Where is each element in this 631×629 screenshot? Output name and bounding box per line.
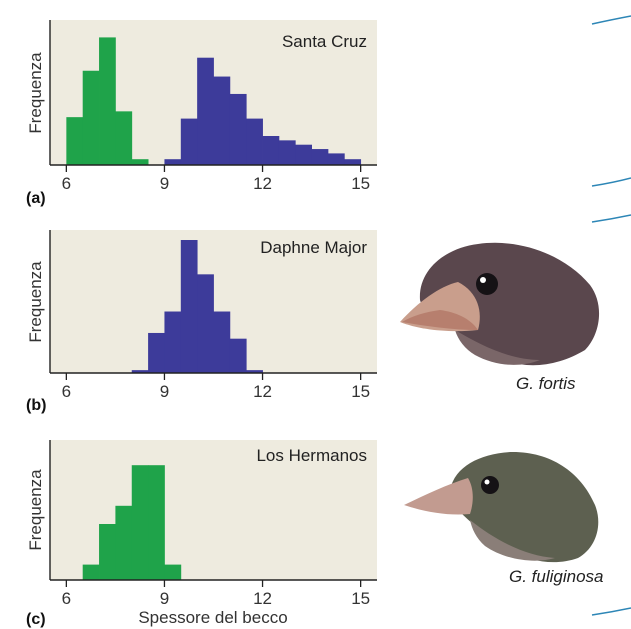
panel-label: (b) xyxy=(26,397,46,414)
x-tick-label: 12 xyxy=(253,589,272,608)
bird-throat xyxy=(470,520,555,561)
histogram-bar xyxy=(213,76,231,165)
x-axis-label: Spessore del becco xyxy=(138,608,287,627)
panel-title: Los Hermanos xyxy=(256,446,367,465)
x-tick-label: 15 xyxy=(351,174,370,193)
bird-illustration-fortis: G. fortis xyxy=(400,242,600,393)
histogram-bar xyxy=(82,70,100,165)
species-caption: G. fuliginosa xyxy=(509,567,604,586)
x-tick-label: 12 xyxy=(253,174,272,193)
histogram-bar xyxy=(246,118,263,165)
bird-head xyxy=(419,242,600,366)
histogram-bar xyxy=(180,240,198,373)
histogram-bar xyxy=(164,159,182,165)
x-tick-label: 6 xyxy=(62,174,71,193)
histogram-bar xyxy=(99,37,116,165)
panel-santa-cruz: 6 9 12 15 Santa Cruz Frequenza (a) xyxy=(26,20,377,207)
panel-title: Santa Cruz xyxy=(282,32,367,51)
histogram-bars xyxy=(82,465,182,580)
histogram-bar xyxy=(115,505,133,580)
y-axis-label: Frequenza xyxy=(26,469,45,551)
bracket-line-1 xyxy=(591,15,631,25)
bird-eye xyxy=(476,273,498,295)
x-tick-label: 6 xyxy=(62,589,71,608)
x-axis-ticks: 6 9 12 15 xyxy=(62,373,370,401)
panel-daphne-major: 6 9 12 15 Daphne Major Frequenza (b) xyxy=(26,230,377,414)
bracket-line-2 xyxy=(591,177,631,187)
histogram-bar xyxy=(180,118,198,165)
histogram-bar xyxy=(344,159,362,165)
bracket-line-4 xyxy=(591,607,631,616)
histogram-bars xyxy=(66,37,362,166)
histogram-bar xyxy=(66,117,84,165)
histogram-bar xyxy=(327,153,345,165)
x-tick-label: 9 xyxy=(160,589,169,608)
panel-label: (a) xyxy=(26,190,46,207)
panel-title: Daphne Major xyxy=(260,238,367,257)
species-caption: G. fortis xyxy=(516,374,576,393)
histogram-bar xyxy=(213,311,231,373)
y-axis-label: Frequenza xyxy=(26,261,45,343)
bird-illustration-fuliginosa: G. fuliginosa xyxy=(404,451,604,586)
y-axis-label: Frequenza xyxy=(26,52,45,134)
histogram-bar xyxy=(82,564,100,580)
histogram-bar xyxy=(197,274,214,373)
histogram-bars xyxy=(131,240,263,373)
bird-beak xyxy=(404,478,473,515)
x-tick-label: 12 xyxy=(253,382,272,401)
histogram-bar xyxy=(229,338,247,373)
histogram-bar xyxy=(148,465,165,580)
bird-beak-shadow xyxy=(402,310,478,330)
histogram-bar xyxy=(262,136,280,165)
histogram-bar xyxy=(295,144,312,165)
histogram-bar xyxy=(246,370,263,373)
histogram-bar xyxy=(131,465,149,580)
margin-brackets xyxy=(591,15,631,616)
histogram-bar xyxy=(148,332,165,373)
x-tick-label: 6 xyxy=(62,382,71,401)
bird-eye-highlight xyxy=(484,479,490,485)
x-tick-label: 15 xyxy=(351,589,370,608)
histogram-bar xyxy=(278,140,296,165)
x-tick-label: 9 xyxy=(160,382,169,401)
bird-eye xyxy=(481,476,499,494)
histogram-bar xyxy=(115,111,133,165)
x-axis-ticks: 6 9 12 15 xyxy=(62,580,370,608)
histogram-bar xyxy=(164,311,182,373)
panel-los-hermanos: 6 9 12 15 Los Hermanos Frequenza (c) Spesso… xyxy=(26,440,377,628)
x-tick-label: 9 xyxy=(160,174,169,193)
panel-label: (c) xyxy=(26,611,46,628)
histogram-bar xyxy=(164,564,182,580)
histogram-bar xyxy=(197,57,214,166)
bird-eye-highlight xyxy=(480,277,486,283)
x-axis-ticks: 6 9 12 15 xyxy=(62,165,370,193)
histogram-bar xyxy=(229,93,247,165)
bird-throat xyxy=(455,330,540,365)
x-tick-label: 15 xyxy=(351,382,370,401)
histogram-bar xyxy=(131,159,149,165)
bracket-line-3 xyxy=(591,214,631,223)
histogram-bar xyxy=(131,370,149,373)
histogram-bar xyxy=(311,149,329,165)
histogram-bar xyxy=(99,524,116,580)
